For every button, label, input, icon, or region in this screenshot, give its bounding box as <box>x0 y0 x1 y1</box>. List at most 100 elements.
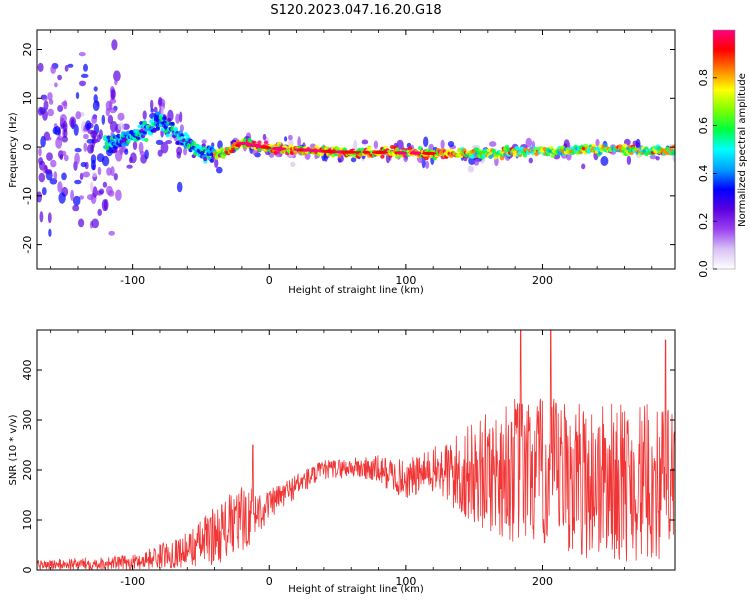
spectrogram-cell <box>557 151 562 156</box>
spectrogram-cell <box>83 133 89 140</box>
spectrogram-cell <box>516 146 521 151</box>
colorbar-tick-label: 0.6 <box>697 117 710 135</box>
spectrogram-cell <box>489 141 497 147</box>
spectrogram-cell <box>663 151 669 156</box>
spectrogram-cell <box>109 107 117 114</box>
snr-y-tick-label: 100 <box>21 510 34 531</box>
spectrogram-core <box>409 151 422 155</box>
spectrogram-cell <box>96 134 101 143</box>
spectrogram-cell <box>72 204 80 212</box>
spectrogram-cell <box>457 147 462 152</box>
spectrogram-cell <box>101 114 106 125</box>
spectrogram-cell <box>150 99 154 110</box>
spectrogram-cell <box>262 133 267 141</box>
spectrogram-cell <box>63 154 69 162</box>
spectrogram-cell <box>74 152 80 165</box>
spectrogram-cell <box>203 157 208 162</box>
spectrogram-cell <box>473 159 480 166</box>
spectrogram-cell <box>38 172 46 183</box>
spectrogram-cell <box>144 138 149 142</box>
snr-y-ticks: 0 100 200 300 400 <box>21 360 675 574</box>
spectrogram-cell <box>38 147 42 157</box>
spectrogram-cell <box>102 181 108 188</box>
spectrogram-y-tick-label: 10 <box>21 91 34 105</box>
colorbar-ticks: 0.0 0.2 0.4 0.6 0.8 <box>697 69 717 278</box>
spectrogram-cell <box>139 129 144 134</box>
spectrogram-cell <box>626 155 632 165</box>
spectrogram-cell <box>231 146 236 151</box>
spectrogram-cell <box>403 153 408 158</box>
snr-y-tick-label: 0 <box>21 567 34 574</box>
spectrogram-cell <box>158 96 163 106</box>
spectrogram-cell <box>491 148 496 153</box>
spectrogram-y-tick-label: 20 <box>21 43 34 57</box>
spectrogram-y-tick-label: -10 <box>21 187 34 205</box>
spectrogram-cell <box>361 139 369 145</box>
spectrogram-cell <box>424 156 429 161</box>
spectrogram-cell <box>417 146 423 151</box>
spectrogram-cell <box>425 160 430 169</box>
spectrogram-cell <box>162 116 167 121</box>
spectrogram-cell <box>132 141 138 150</box>
spectrogram-cell <box>90 130 98 139</box>
spectrogram-cell <box>86 138 95 144</box>
spectrogram-cell <box>367 146 372 151</box>
spectrogram-cell <box>319 152 324 157</box>
spectrogram-cell <box>167 117 172 122</box>
spectrogram-cell <box>124 148 129 155</box>
spectrogram-cell <box>57 74 62 81</box>
spectrogram-cell <box>41 96 48 101</box>
spectrogram-y-label: Frequency (Hz) <box>8 112 19 188</box>
colorbar: 0.0 0.2 0.4 0.6 0.8 Normalized spectral ampl… <box>697 29 748 278</box>
snr-x-tick-label: 0 <box>266 575 273 588</box>
spectrogram-cell <box>581 163 586 170</box>
spectrogram-cell <box>138 141 144 154</box>
spectrogram-cell <box>40 135 46 148</box>
spectrogram-cell <box>672 144 675 149</box>
spectrogram-cell <box>137 124 142 129</box>
spectrogram-cell <box>41 187 47 196</box>
spectrogram-x-label: Height of straight line (km) <box>288 285 424 296</box>
spectrogram-cell <box>79 80 86 87</box>
spectrogram-cell <box>390 145 395 149</box>
spectrogram-cell <box>58 192 66 204</box>
spectrogram-cell <box>73 123 79 136</box>
spectrogram-cell <box>47 212 52 224</box>
spectrogram-cell <box>75 92 80 99</box>
spectrogram-cell <box>257 140 262 145</box>
spectrogram-core <box>271 147 287 151</box>
spectrogram-cell <box>549 145 554 150</box>
spectrogram-cell <box>139 151 146 157</box>
spectrogram-cell <box>44 164 48 174</box>
spectrogram-cell <box>176 181 183 193</box>
spectrogram-cell <box>672 149 675 154</box>
spectrogram-core <box>421 151 437 155</box>
spectrogram-cell <box>57 105 64 112</box>
snr-x-tick-label: 200 <box>532 575 553 588</box>
spectrogram-cell <box>150 108 154 113</box>
spectrogram-cell <box>160 127 165 132</box>
spectrogram-cell <box>179 111 183 123</box>
spectrogram-cell <box>93 94 98 103</box>
spectrogram-cell <box>288 134 293 141</box>
spectrogram-cell <box>92 100 100 112</box>
spectrogram-cell <box>116 133 121 138</box>
spectrogram-cell <box>46 152 53 161</box>
spectrogram-cell <box>48 228 52 237</box>
spectrogram-cell <box>165 133 170 138</box>
spectrogram-cell <box>70 189 74 201</box>
spectrogram-cell <box>42 109 48 121</box>
spectrogram-cell <box>170 126 175 131</box>
spectrogram-cell <box>135 135 141 140</box>
spectrogram-cell <box>37 106 44 116</box>
spectrogram-cell <box>160 142 169 154</box>
spectrogram-cell <box>290 161 296 168</box>
spectrogram-cell <box>176 146 183 155</box>
spectrogram-cell <box>57 135 63 141</box>
spectrogram-cell <box>350 157 357 163</box>
spectrogram-cell <box>99 188 105 195</box>
spectrogram-x-tick-label: -100 <box>120 274 145 287</box>
spectrogram-cell <box>90 181 94 193</box>
